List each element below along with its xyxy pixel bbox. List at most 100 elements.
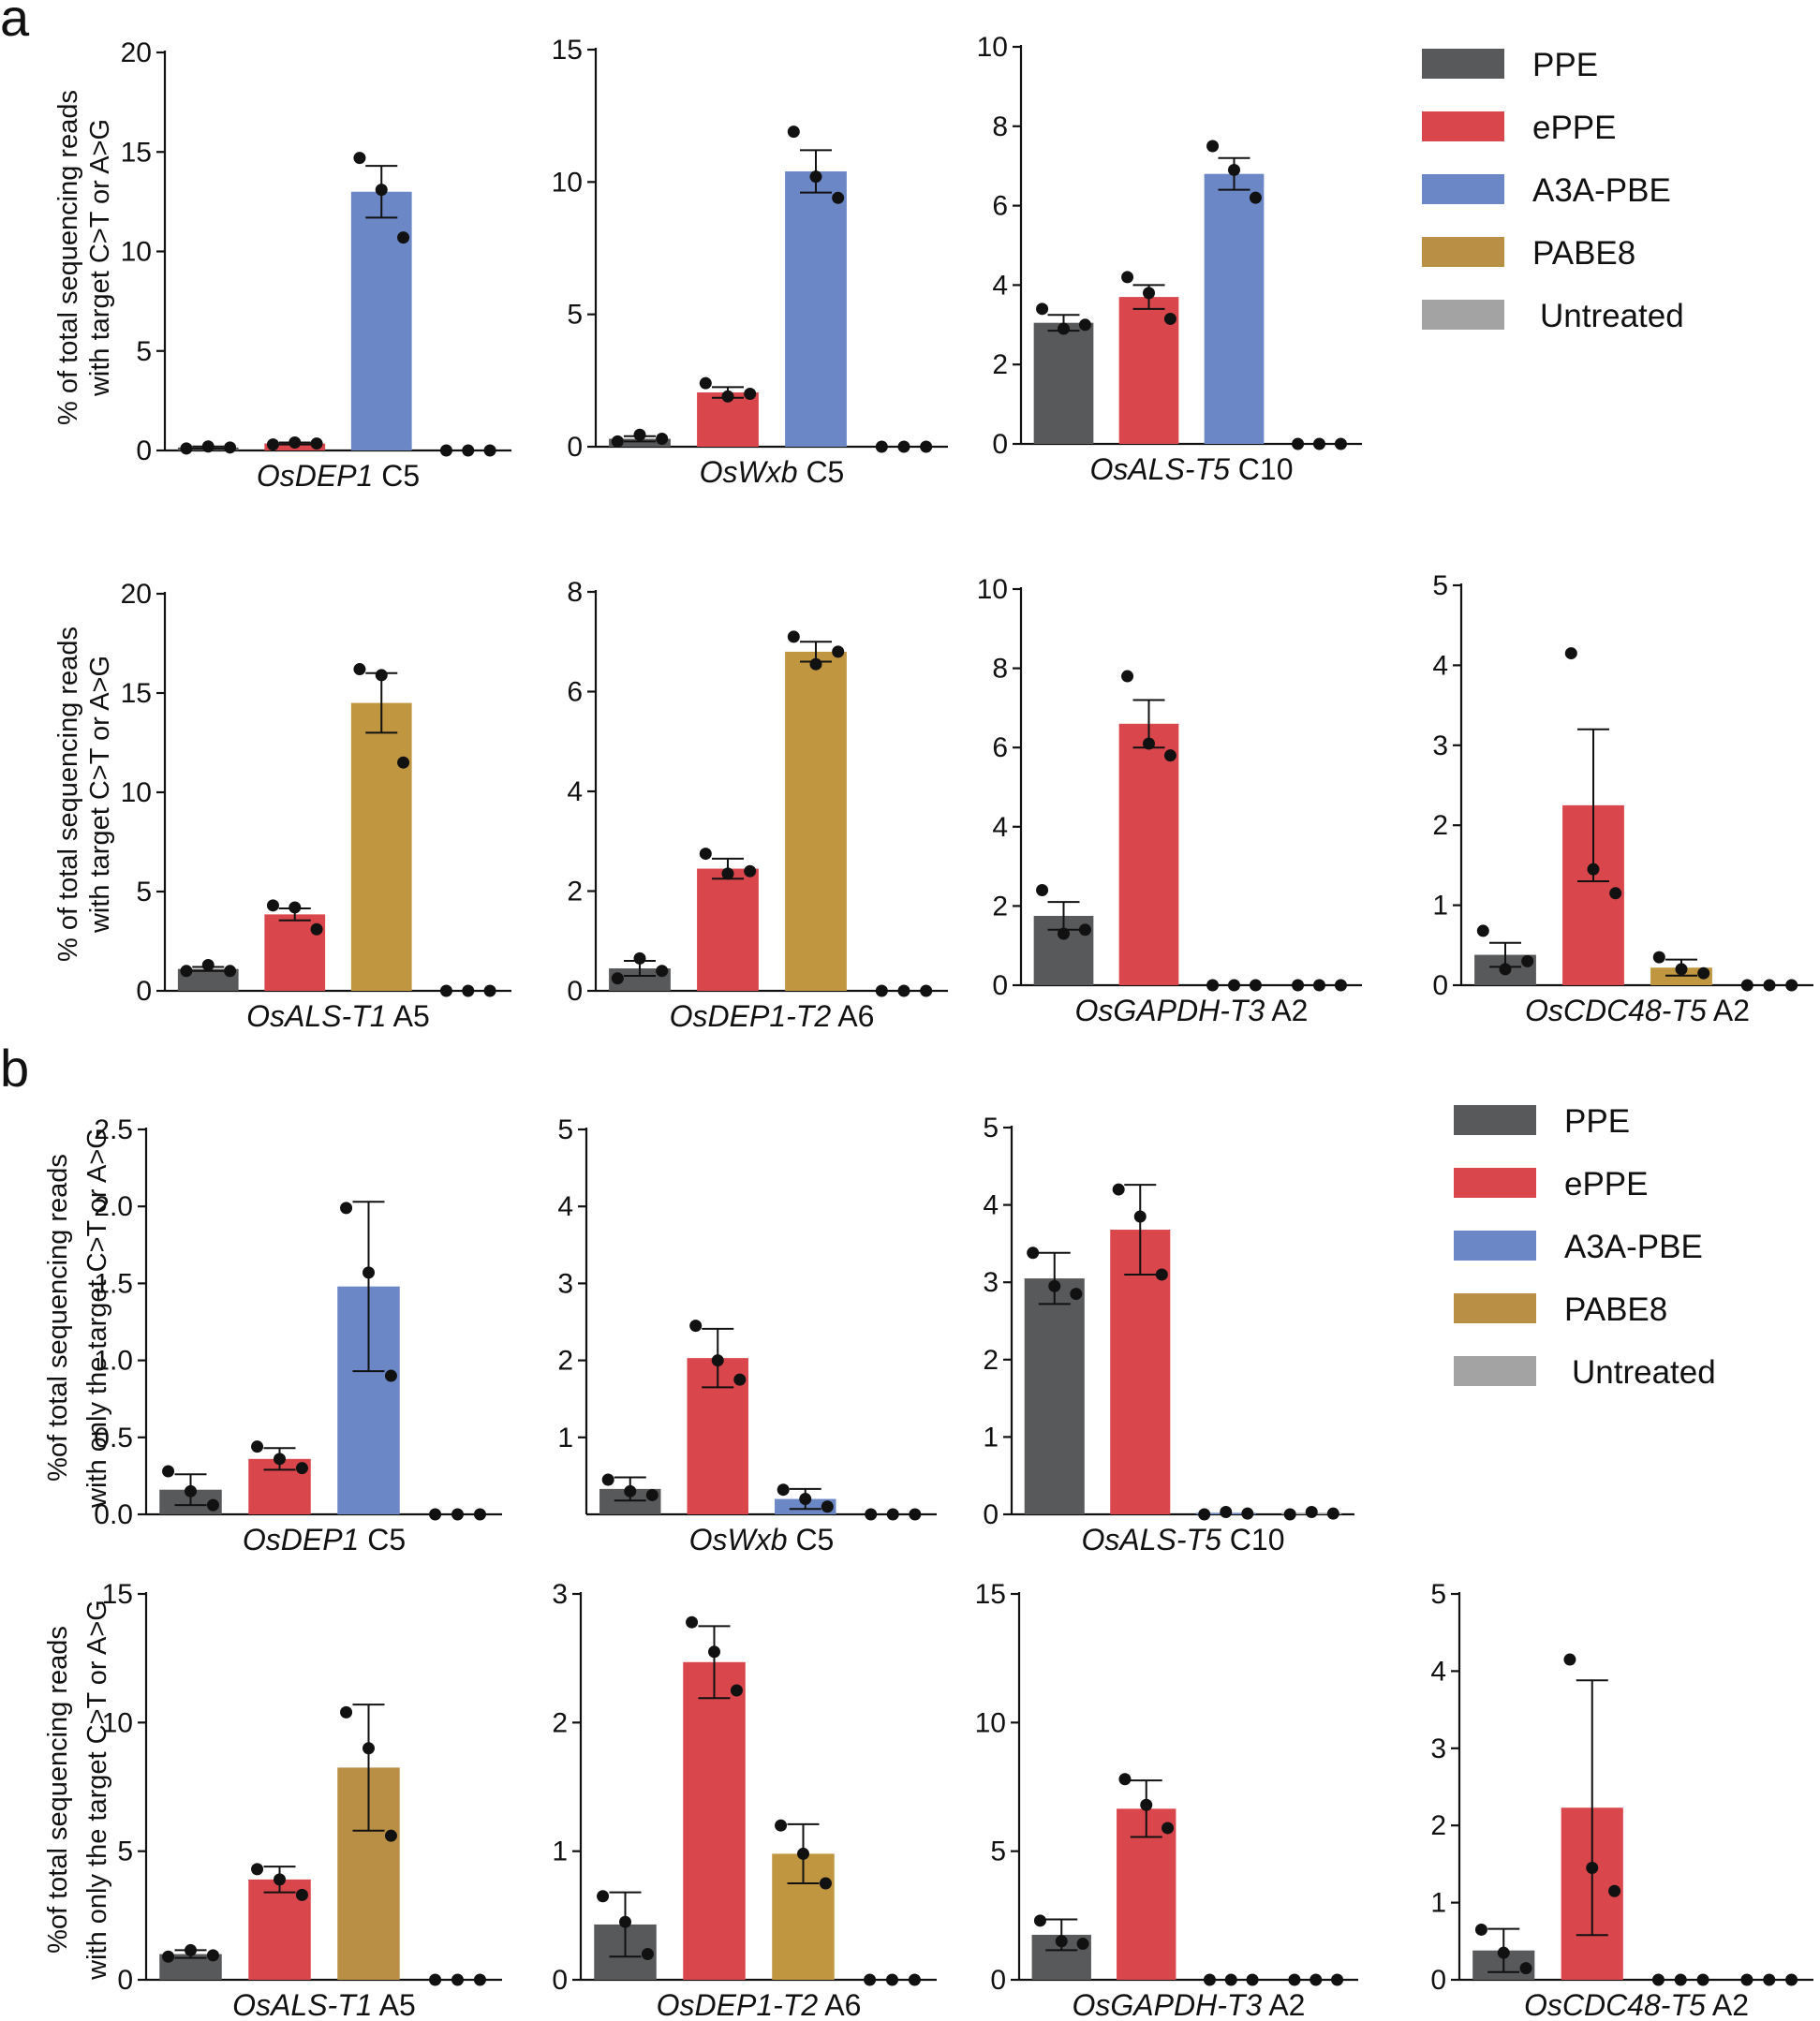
y-tick-label: 8 <box>992 654 1008 685</box>
data-point <box>744 864 757 878</box>
series-pabe8 <box>772 1819 835 1980</box>
data-point <box>777 1483 790 1497</box>
data-point <box>619 1915 631 1928</box>
chart-b-osgapdh-t3: 0 5 10 15 OsGAPDH-T3 A2 <box>975 1579 1358 2021</box>
data-point <box>1497 1946 1510 1959</box>
y-axis-title-a2-line1: % of total sequencing reads <box>53 627 83 962</box>
data-point <box>1112 1183 1125 1196</box>
edit-site: A2 <box>1706 1988 1749 2021</box>
series-ppe <box>1031 1914 1091 1980</box>
y-tick-label: 10 <box>102 1707 133 1738</box>
data-point <box>206 1949 219 1962</box>
chart-a-oscdc48-t5: 0 1 2 3 4 5 OsCDC48-T5 A2 <box>1432 570 1813 1027</box>
data-point <box>462 984 475 997</box>
data-point <box>819 1877 832 1890</box>
chart-b-osdep1-t2: 0 1 2 3 OsDEP1-T2 A6 <box>552 1579 937 2021</box>
data-point <box>730 1684 743 1697</box>
bar <box>177 968 239 991</box>
data-point <box>1206 140 1220 153</box>
gene-name: OsGAPDH-T3 <box>1075 994 1265 1027</box>
bar <box>697 868 759 991</box>
y-tick-label: 0 <box>990 1965 1006 1996</box>
series-eppe <box>1118 670 1179 985</box>
data-point <box>1121 670 1134 683</box>
data-point <box>340 1202 353 1215</box>
data-point <box>1203 1973 1216 1986</box>
data-point <box>1241 1507 1254 1520</box>
data-point <box>865 1508 878 1521</box>
data-point <box>1292 437 1305 450</box>
bar <box>1033 322 1094 444</box>
y-tick-label: 4 <box>1432 650 1448 681</box>
data-point <box>1564 647 1577 660</box>
data-point <box>1310 1973 1323 1986</box>
data-point <box>797 1847 809 1860</box>
gene-name: OsALS-T5 <box>1090 452 1231 486</box>
data-point <box>897 984 910 997</box>
data-point <box>1220 1506 1233 1519</box>
series-untreated <box>864 1973 921 1986</box>
series-eppe <box>248 1863 311 1980</box>
data-point <box>775 1819 788 1832</box>
data-point <box>224 441 237 454</box>
y-tick-label: 0 <box>552 1965 568 1996</box>
x-axis-label: OsALS-T1 A5 <box>246 999 430 1033</box>
chart-a-oswxb: 0 5 10 15 OsWxb C5 <box>552 35 948 489</box>
series-untreated <box>1281 1506 1342 1521</box>
data-point <box>733 1373 747 1386</box>
series-ppe <box>1474 924 1536 985</box>
series-pabe8 <box>1206 979 1262 992</box>
y-tick-label: 1.0 <box>94 1346 133 1377</box>
x-axis-label: OsALS-T5 C10 <box>1082 1523 1285 1556</box>
edit-site: C10 <box>1221 1523 1285 1556</box>
y-tick-label: 5 <box>1432 570 1448 601</box>
data-point <box>633 428 646 441</box>
legend-swatch <box>1454 1293 1536 1323</box>
data-point <box>1334 437 1347 450</box>
series-ppe <box>159 1943 222 1980</box>
data-point <box>1305 1506 1318 1519</box>
edit-site: A2 <box>1265 994 1308 1027</box>
data-point <box>920 984 933 997</box>
chart-a-osals-t1: 0 5 10 15 20 OsALS-T1 A5 <box>121 579 511 1033</box>
data-point <box>1058 322 1070 335</box>
data-point <box>711 1354 724 1367</box>
data-point <box>180 442 193 455</box>
series-a3a-pbe <box>1195 1506 1256 1521</box>
y-tick-label: 2 <box>567 877 583 907</box>
data-point <box>1163 312 1176 325</box>
x-axis-label: OsDEP1 C5 <box>257 459 420 493</box>
data-point <box>1587 863 1600 876</box>
y-tick-label: 5 <box>136 336 152 367</box>
edit-site: A5 <box>387 999 430 1033</box>
gene-name: OsGAPDH-T3 <box>1073 1988 1263 2021</box>
series-pabe8 <box>350 663 412 991</box>
data-point <box>787 125 800 139</box>
series-untreated <box>429 1508 486 1521</box>
data-point <box>1224 1973 1237 1986</box>
data-point <box>1697 966 1710 980</box>
bar <box>1024 1278 1085 1514</box>
y-tick-label: 3 <box>557 1268 573 1299</box>
y-tick-label: 10 <box>552 167 583 198</box>
data-point <box>832 645 845 658</box>
x-axis-label: OsGAPDH-T3 A2 <box>1073 1988 1306 2021</box>
y-tick-label: 4 <box>983 1190 999 1221</box>
data-point <box>809 170 822 184</box>
edit-site: A2 <box>1262 1988 1305 2021</box>
series-ppe <box>1033 883 1094 985</box>
bar <box>1118 723 1179 985</box>
data-point <box>1228 163 1240 176</box>
y-tick-label: 2 <box>1432 810 1448 841</box>
data-point <box>1249 979 1262 992</box>
edit-site: A6 <box>831 999 874 1033</box>
edit-site: C5 <box>373 459 420 493</box>
y-tick-label: 0 <box>983 1499 999 1530</box>
data-point <box>656 965 669 978</box>
data-point <box>1206 979 1220 992</box>
data-point <box>384 1829 397 1842</box>
data-point <box>611 972 624 985</box>
legend-label: PPE <box>1532 47 1598 83</box>
